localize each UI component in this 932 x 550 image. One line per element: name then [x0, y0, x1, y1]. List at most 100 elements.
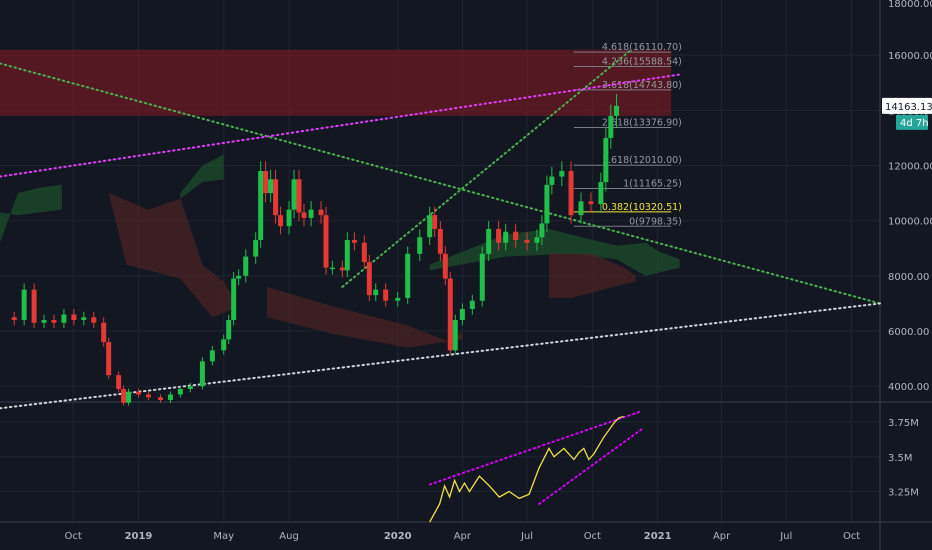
candle-down: [296, 179, 302, 213]
indicator-tick-label: 3.75M: [888, 418, 919, 429]
candlestick-series: [11, 94, 619, 406]
indicator-pane: [428, 409, 644, 523]
candle-down: [318, 209, 324, 216]
fib-level-label: 1.618(12010.00): [602, 155, 682, 166]
candle-down: [273, 179, 279, 216]
cloud-green: [429, 229, 680, 276]
trendline-green[interactable]: [0, 62, 881, 305]
time-tick-label: 2019: [125, 531, 153, 542]
candle-down: [263, 171, 269, 194]
time-tick-label: Aug: [279, 531, 299, 542]
candle-down: [91, 317, 97, 323]
candle-down: [31, 289, 37, 323]
candle-down: [524, 240, 530, 243]
candle-up: [534, 237, 540, 243]
candle-down: [301, 212, 307, 218]
fib-level-label: 2.618(13376.90): [602, 118, 682, 129]
candle-up: [81, 317, 87, 320]
candle-up: [395, 297, 401, 301]
indicator-series-line: [429, 415, 624, 523]
cloud-green: [180, 154, 224, 199]
candle-up: [258, 171, 264, 240]
candle-up: [209, 350, 215, 362]
price-tick-label: 10000.00: [888, 217, 932, 228]
trendlines[interactable]: [0, 48, 881, 410]
candle-down: [323, 215, 329, 268]
last-price-text: 14163.13: [885, 102, 932, 113]
candle-up: [167, 394, 173, 400]
candle-down: [351, 240, 357, 243]
candle-down: [71, 314, 77, 320]
candle-down: [588, 201, 594, 205]
candle-up: [253, 240, 259, 257]
price-tick-label: 12000.00: [888, 162, 932, 173]
candle-up: [243, 256, 249, 276]
candle-up: [503, 231, 509, 243]
candle-up: [479, 253, 485, 301]
candle-down: [447, 278, 453, 351]
candle-up: [603, 137, 609, 183]
candle-down: [278, 215, 284, 227]
candle-down: [513, 231, 519, 240]
timer-badge: [896, 114, 928, 130]
candle-up: [417, 237, 423, 254]
candle-up: [344, 240, 350, 271]
time-tick-label: Apr: [713, 531, 731, 542]
candle-up: [61, 314, 67, 323]
candle-up: [578, 201, 584, 216]
candle-down: [366, 262, 372, 296]
candle-down: [361, 242, 367, 263]
price-scale[interactable]: 18000.00 16000.0014000.0012000.0010000.0…: [888, 0, 932, 498]
price-tick-label: 8000.00: [888, 272, 929, 283]
candle-up: [544, 184, 550, 224]
candle-down: [437, 228, 443, 254]
trendline-magenta[interactable]: [0, 73, 681, 178]
resistance-zone: [0, 49, 672, 116]
candle-up: [598, 182, 604, 205]
candle-down: [432, 215, 438, 229]
candle-up: [231, 278, 237, 320]
indicator-tick-label: 3.25M: [888, 487, 919, 498]
candle-down: [496, 228, 502, 243]
candle-up: [268, 179, 274, 194]
candle-down: [121, 388, 127, 403]
candle-up: [21, 289, 27, 320]
time-tick-label: May: [213, 531, 234, 542]
candle-down: [383, 289, 389, 301]
candle-up: [126, 391, 132, 403]
candle-up: [405, 253, 411, 298]
fib-level-label: 4.618(16110.70): [602, 42, 682, 53]
candle-up: [459, 308, 465, 320]
candle-up: [308, 209, 314, 218]
fibonacci-extension[interactable]: 4.618(16110.70) 4.236(15588.54) 3.618(1474…: [573, 42, 682, 227]
price-tick-label: 16000.00: [888, 51, 932, 62]
candle-up: [613, 105, 619, 116]
candle-down: [116, 375, 122, 389]
time-scale[interactable]: Oct 2019 May Aug 2020 Apr Jul Oct 2021 Apr Jul Oct: [65, 531, 861, 542]
indicator-tick-label: 3.5M: [888, 453, 913, 464]
resistance-zone-rect: [0, 49, 672, 116]
candle-down: [106, 342, 112, 376]
price-scale-top-label: 18000.00: [888, 0, 932, 10]
candle-down: [51, 320, 57, 323]
candle-up: [221, 339, 227, 351]
trendline-white[interactable]: [0, 302, 881, 410]
price-badges: 14163.13 4d 7h: [882, 97, 932, 130]
candle-up: [486, 228, 492, 254]
time-tick-label: 2020: [384, 531, 412, 542]
candle-down: [568, 171, 574, 216]
timer-text: 4d 7h: [900, 118, 929, 129]
fib-level-label: 3.618(14743.80): [602, 80, 682, 91]
time-tick-label: Jul: [520, 531, 533, 542]
candle-up: [41, 320, 47, 323]
price-tick-label: 6000.00: [888, 327, 929, 338]
candle-up: [199, 361, 205, 387]
candle-up: [329, 267, 335, 270]
candle-down: [101, 322, 107, 343]
fib-level-label: 0.382(10320.51): [602, 202, 682, 213]
candle-up: [291, 179, 297, 210]
candle-up: [286, 209, 292, 227]
indicator-channel-line: [538, 427, 644, 505]
